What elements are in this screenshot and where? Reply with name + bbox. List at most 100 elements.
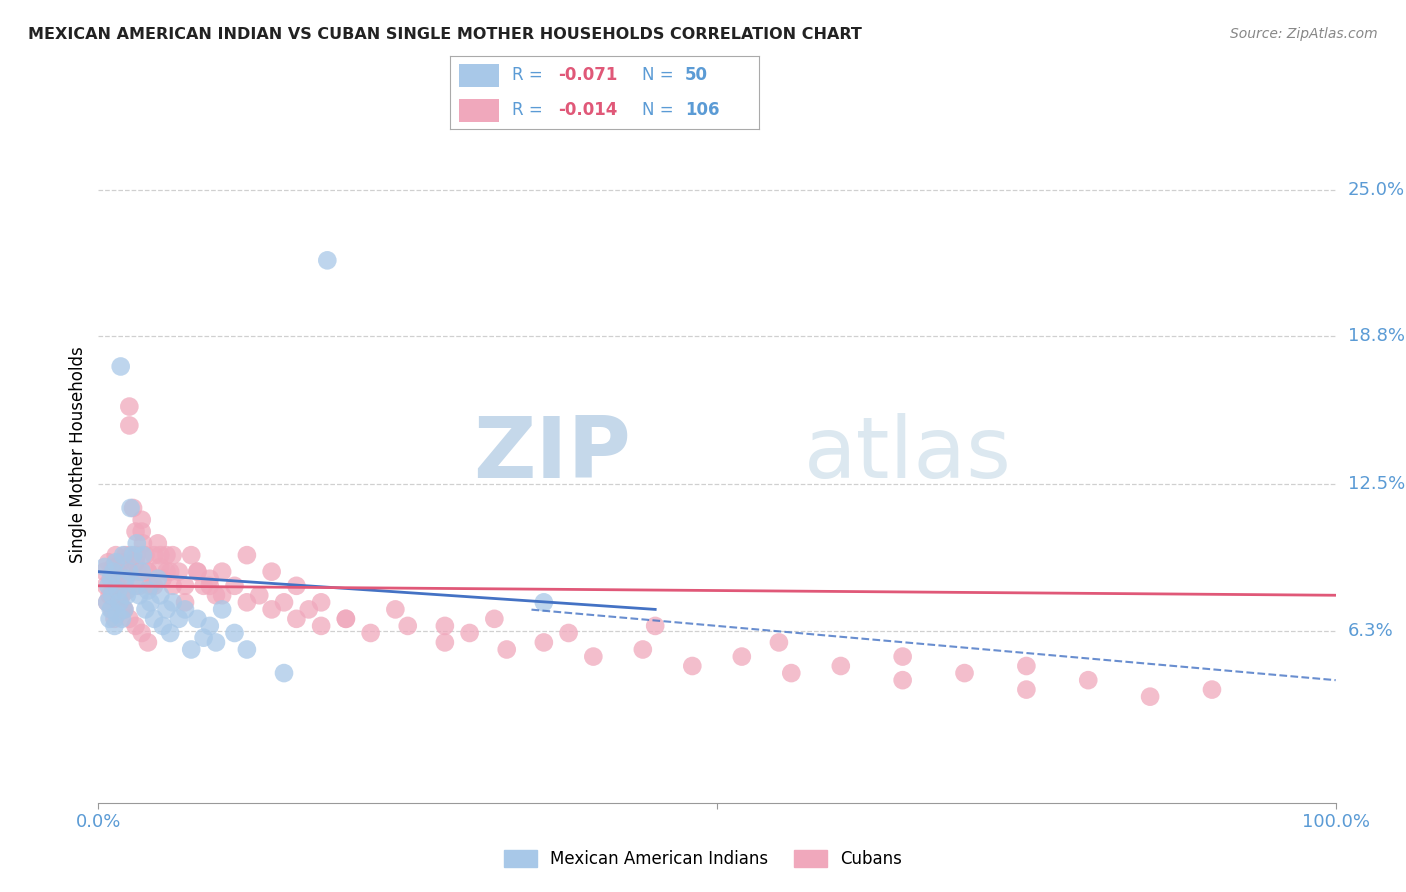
Point — [260, 602, 283, 616]
Point — [211, 602, 233, 616]
Point — [112, 572, 135, 586]
Point — [122, 548, 145, 562]
Text: N =: N = — [641, 66, 673, 84]
Text: ZIP: ZIP — [472, 413, 630, 497]
Point — [1015, 659, 1038, 673]
Text: N =: N = — [641, 102, 673, 120]
Point — [309, 595, 332, 609]
Point — [273, 666, 295, 681]
Text: Source: ZipAtlas.com: Source: ZipAtlas.com — [1230, 27, 1378, 41]
Point — [107, 583, 129, 598]
Point — [124, 555, 146, 569]
Point — [891, 649, 914, 664]
Point — [111, 612, 134, 626]
Point — [100, 602, 122, 616]
Point — [136, 565, 159, 579]
Text: -0.071: -0.071 — [558, 66, 617, 84]
Point — [131, 513, 153, 527]
Point — [162, 579, 184, 593]
Point — [117, 565, 139, 579]
Point — [124, 579, 146, 593]
Text: 25.0%: 25.0% — [1348, 180, 1405, 199]
Point — [127, 565, 149, 579]
Point — [105, 607, 128, 621]
Point — [224, 626, 246, 640]
Text: 50: 50 — [685, 66, 709, 84]
Point — [309, 619, 332, 633]
Point — [118, 418, 141, 433]
Point — [193, 631, 215, 645]
Point — [107, 565, 129, 579]
Point — [124, 619, 146, 633]
Point — [132, 536, 155, 550]
Point — [155, 602, 177, 616]
Point — [104, 555, 127, 569]
Point — [98, 588, 121, 602]
Point — [132, 548, 155, 562]
Point — [236, 595, 259, 609]
Point — [108, 595, 131, 609]
Point — [335, 612, 357, 626]
Point — [681, 659, 703, 673]
Point — [205, 588, 228, 602]
Point — [211, 565, 233, 579]
Point — [134, 548, 156, 562]
Point — [114, 548, 136, 562]
Point — [149, 560, 172, 574]
Point — [298, 602, 321, 616]
Text: atlas: atlas — [804, 413, 1012, 497]
Point — [260, 565, 283, 579]
Text: 106: 106 — [685, 102, 720, 120]
Point — [120, 500, 142, 515]
Point — [93, 560, 115, 574]
Point — [193, 579, 215, 593]
Point — [167, 612, 190, 626]
Point — [557, 626, 579, 640]
Point — [155, 548, 177, 562]
Point — [103, 560, 125, 574]
Point — [830, 659, 852, 673]
Point — [155, 565, 177, 579]
Point — [180, 548, 202, 562]
Point — [285, 612, 308, 626]
Point — [186, 565, 208, 579]
Point — [114, 572, 136, 586]
Point — [108, 595, 131, 609]
Point — [103, 565, 125, 579]
Point — [458, 626, 481, 640]
Point — [162, 548, 184, 562]
Point — [152, 572, 174, 586]
Point — [93, 565, 115, 579]
Bar — [460, 63, 499, 87]
Point — [96, 595, 118, 609]
Point — [139, 579, 162, 593]
Legend: Mexican American Indians, Cubans: Mexican American Indians, Cubans — [498, 843, 908, 875]
Point — [122, 500, 145, 515]
Point — [101, 602, 124, 616]
Point — [125, 548, 148, 562]
Point — [198, 619, 221, 633]
Point — [384, 602, 406, 616]
Point — [105, 579, 128, 593]
Point — [224, 579, 246, 593]
Point — [146, 572, 169, 586]
Point — [131, 524, 153, 539]
Point — [100, 572, 122, 586]
Point — [134, 602, 156, 616]
Point — [128, 588, 150, 602]
Point — [433, 635, 456, 649]
Point — [115, 583, 138, 598]
Point — [97, 555, 120, 569]
Point — [273, 595, 295, 609]
Point — [143, 579, 166, 593]
Point — [211, 588, 233, 602]
Point — [198, 579, 221, 593]
Point — [768, 635, 790, 649]
Point — [98, 612, 121, 626]
Point — [247, 588, 270, 602]
Text: MEXICAN AMERICAN INDIAN VS CUBAN SINGLE MOTHER HOUSEHOLDS CORRELATION CHART: MEXICAN AMERICAN INDIAN VS CUBAN SINGLE … — [28, 27, 862, 42]
Point — [103, 619, 125, 633]
Point — [495, 642, 517, 657]
Point — [396, 619, 419, 633]
Point — [316, 253, 339, 268]
